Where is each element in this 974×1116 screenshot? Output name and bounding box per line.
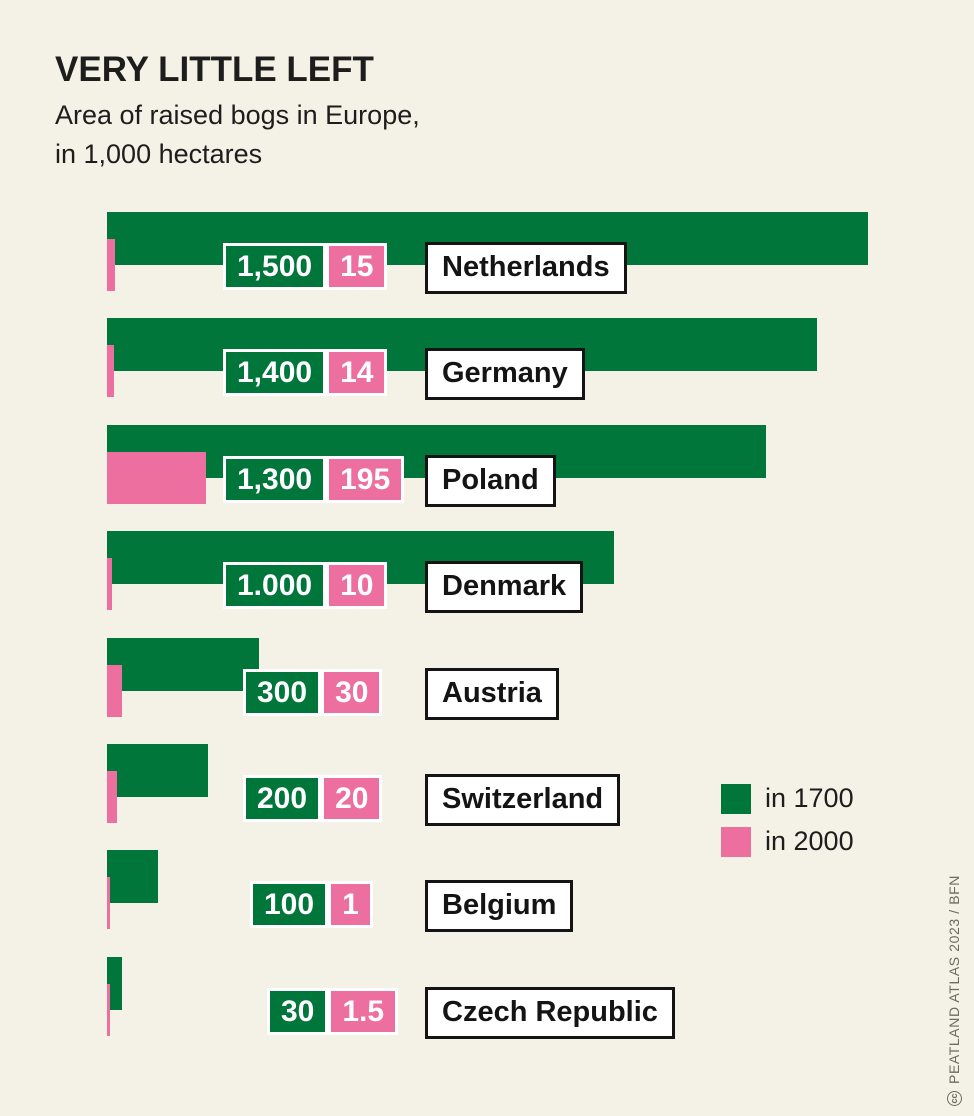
chart-subtitle-line2: in 1,000 hectares — [55, 139, 263, 169]
legend-swatch-1700-icon — [721, 783, 751, 814]
bar-1700 — [107, 957, 122, 1010]
value-badge: 1,500 15 — [223, 243, 388, 290]
value-label-1700: 1.000 — [223, 562, 327, 609]
value-badge: 1,400 14 — [223, 349, 388, 396]
value-badge: 200 20 — [243, 775, 383, 822]
country-label: Switzerland — [425, 774, 621, 827]
chart-title: VERY LITTLE LEFT — [55, 50, 374, 89]
value-label-2000: 1.5 — [328, 988, 399, 1035]
value-label-1700: 100 — [250, 881, 329, 928]
value-badge: 30 1.5 — [267, 988, 399, 1035]
country-label: Netherlands — [425, 242, 627, 295]
value-label-2000: 14 — [326, 349, 388, 396]
legend: in 1700 in 2000 — [721, 783, 854, 869]
country-label: Czech Republic — [425, 987, 675, 1040]
credit: cc PEATLAND ATLAS 2023 / BFN — [946, 875, 962, 1106]
bar-2000 — [107, 452, 206, 504]
value-badge: 100 1 — [250, 881, 373, 928]
value-label-1700: 300 — [243, 669, 322, 716]
value-badge: 1.000 10 — [223, 562, 388, 609]
country-label: Poland — [425, 455, 556, 508]
value-label-2000: 10 — [326, 562, 388, 609]
creative-commons-icon: cc — [946, 1091, 962, 1106]
value-label-1700: 1,300 — [223, 456, 327, 503]
value-label-2000: 195 — [326, 456, 405, 503]
bar-1700 — [107, 850, 158, 903]
value-label-1700: 1,400 — [223, 349, 327, 396]
legend-label-1700: in 1700 — [765, 783, 854, 813]
value-label-2000: 15 — [326, 243, 388, 290]
value-label-1700: 200 — [243, 775, 322, 822]
bar-2000 — [107, 345, 114, 397]
value-label-2000: 1 — [328, 881, 373, 928]
country-label: Austria — [425, 668, 559, 721]
value-label-2000: 30 — [321, 669, 383, 716]
bar-1700 — [107, 744, 208, 797]
bar-2000 — [107, 558, 112, 610]
value-badge: 300 30 — [243, 669, 383, 716]
bar-2000 — [107, 239, 115, 291]
legend-item-1700: in 1700 — [721, 783, 854, 814]
bar-2000 — [107, 771, 117, 823]
value-label-2000: 20 — [321, 775, 383, 822]
value-badge: 1,300 195 — [223, 456, 405, 503]
credit-text: PEATLAND ATLAS 2023 / BFN — [946, 874, 962, 1084]
bar-2000 — [107, 877, 110, 929]
bar-1700 — [107, 638, 259, 691]
value-label-1700: 1,500 — [223, 243, 327, 290]
chart-subtitle-line1: Area of raised bogs in Europe, — [55, 100, 420, 130]
bar-2000 — [107, 984, 110, 1036]
legend-label-2000: in 2000 — [765, 826, 854, 856]
country-label: Denmark — [425, 561, 584, 614]
legend-swatch-2000-icon — [721, 826, 751, 857]
legend-item-2000: in 2000 — [721, 826, 854, 857]
bar-2000 — [107, 665, 122, 717]
value-label-1700: 30 — [267, 988, 329, 1035]
country-label: Belgium — [425, 880, 574, 933]
country-label: Germany — [425, 348, 585, 401]
